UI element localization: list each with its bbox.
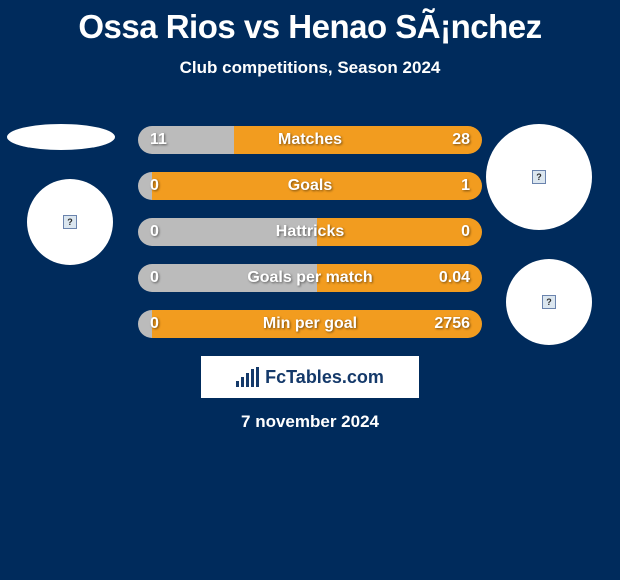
stat-value-left: 0: [150, 269, 159, 287]
bar-right-segment: [234, 126, 482, 154]
stat-value-left: 0: [150, 223, 159, 241]
brand-text: FcTables.com: [265, 367, 384, 388]
brand-icon: [236, 367, 259, 387]
stat-value-right: 2756: [434, 315, 470, 333]
stat-value-right: 0.04: [439, 269, 470, 287]
placeholder-icon: [542, 295, 556, 309]
decorative-ellipse: [7, 124, 115, 150]
comparison-bars: 11 28 Matches 0 1 Goals 0 0 Hattricks 0 0.04 Goals …: [138, 126, 482, 338]
stat-value-right: 0: [461, 223, 470, 241]
page-subtitle: Club competitions, Season 2024: [0, 58, 620, 78]
stat-label: Goals: [288, 177, 332, 195]
stat-value-left: 11: [150, 131, 167, 149]
stat-row: 0 0.04 Goals per match: [138, 264, 482, 292]
player-avatar-right-secondary: [506, 259, 592, 345]
stat-row: 11 28 Matches: [138, 126, 482, 154]
stat-value-right: 1: [461, 177, 470, 195]
stat-label: Matches: [278, 131, 342, 149]
stat-row: 0 2756 Min per goal: [138, 310, 482, 338]
placeholder-icon: [63, 215, 77, 229]
date-label: 7 november 2024: [0, 412, 620, 432]
stat-label: Hattricks: [276, 223, 344, 241]
stat-row: 0 1 Goals: [138, 172, 482, 200]
placeholder-icon: [532, 170, 546, 184]
page-title: Ossa Rios vs Henao SÃ¡nchez: [0, 0, 620, 46]
stat-value-right: 28: [452, 131, 470, 149]
stat-value-left: 0: [150, 177, 159, 195]
stat-label: Goals per match: [247, 269, 372, 287]
player-avatar-right-primary: [486, 124, 592, 230]
brand-box: FcTables.com: [201, 356, 419, 398]
stat-row: 0 0 Hattricks: [138, 218, 482, 246]
stat-label: Min per goal: [263, 315, 357, 333]
stat-value-left: 0: [150, 315, 159, 333]
player-avatar-left: [27, 179, 113, 265]
